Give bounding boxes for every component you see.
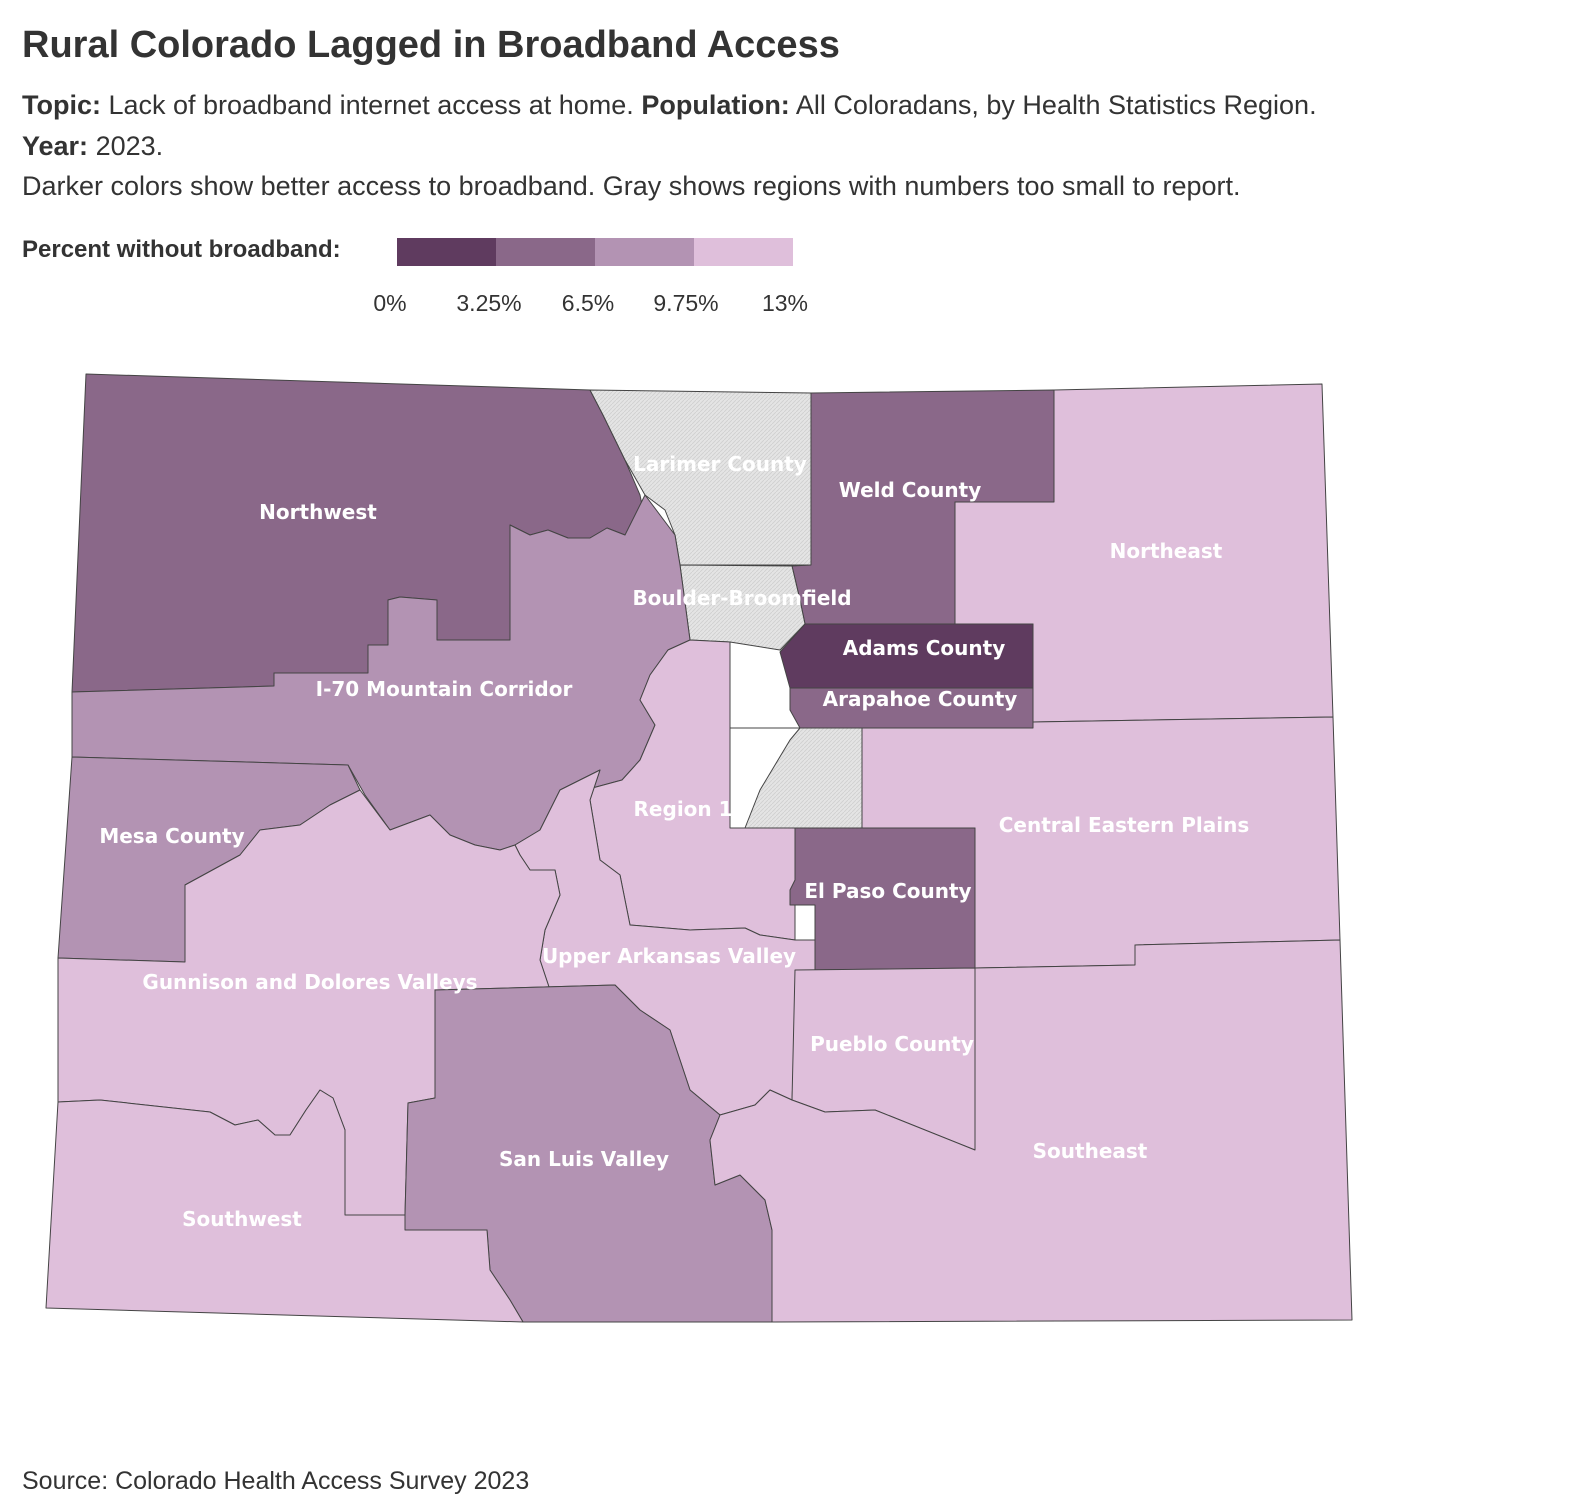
region-label-southwest: Southwest bbox=[182, 1207, 302, 1231]
legend-title: Percent without broadband: bbox=[22, 236, 341, 263]
region-label-el-paso-county: El Paso County bbox=[804, 879, 971, 903]
region-label-upper-arkansas-valley: Upper Arkansas Valley bbox=[542, 944, 796, 968]
legend-swatch-0 bbox=[397, 238, 496, 266]
region-label-northeast: Northeast bbox=[1110, 539, 1223, 563]
region-label-mesa-county: Mesa County bbox=[99, 824, 244, 848]
region-southwest[interactable] bbox=[45, 1089, 524, 1323]
legend-tick-1: 3.25% bbox=[456, 290, 522, 316]
region-label-pueblo-county: Pueblo County bbox=[810, 1032, 974, 1056]
source-note: Source: Colorado Health Access Survey 20… bbox=[22, 1467, 530, 1495]
legend-tick-2: 6.5% bbox=[561, 290, 615, 316]
region-label-adams-county: Adams County bbox=[843, 636, 1006, 660]
year-text: 2023. bbox=[88, 131, 164, 161]
suppressed-area-1 bbox=[729, 727, 863, 829]
region-label-northwest: Northwest bbox=[259, 500, 377, 524]
year-label: Year: bbox=[22, 131, 89, 161]
legend-color-scale bbox=[397, 238, 793, 266]
subtitle-topic-line: Topic: Lack of broadband internet access… bbox=[22, 90, 1317, 121]
region-label-gunnison-and-dolores-valleys: Gunnison and Dolores Valleys bbox=[142, 970, 477, 994]
region-label-boulder-broomfield: Boulder-Broomfield bbox=[632, 586, 851, 610]
legend-tick-3: 9.75% bbox=[653, 290, 719, 316]
region-label-i-70-mountain-corridor: I-70 Mountain Corridor bbox=[316, 677, 573, 701]
region-label-weld-county: Weld County bbox=[839, 478, 982, 502]
subtitle-year-line: Year: 2023. bbox=[22, 131, 163, 162]
population-label: Population: bbox=[641, 90, 790, 120]
region-label-central-eastern-plains: Central Eastern Plains bbox=[999, 813, 1249, 837]
legend-swatch-1 bbox=[496, 238, 595, 266]
region-label-san-luis-valley: San Luis Valley bbox=[499, 1147, 669, 1171]
topic-text: Lack of broadband internet access at hom… bbox=[100, 90, 642, 120]
chart-title: Rural Colorado Lagged in Broadband Acces… bbox=[22, 24, 840, 66]
legend-tick-4: 13% bbox=[761, 290, 809, 316]
subtitle-note: Darker colors show better access to broa… bbox=[22, 171, 1241, 201]
region-label-southeast: Southeast bbox=[1033, 1139, 1148, 1163]
region-label-arapahoe-county: Arapahoe County bbox=[823, 687, 1018, 711]
legend-tick-0: 0% bbox=[373, 290, 407, 316]
population-text: All Coloradans, by Health Statistics Reg… bbox=[789, 90, 1317, 120]
region-el-paso-county[interactable] bbox=[789, 827, 976, 971]
topic-label: Topic: bbox=[22, 90, 101, 120]
legend-swatch-2 bbox=[595, 238, 694, 266]
region-label-region-17: Region 17 bbox=[634, 797, 747, 821]
region-southeast[interactable] bbox=[709, 939, 1353, 1323]
region-label-larimer-county: Larimer County bbox=[633, 452, 807, 476]
legend-swatch-3 bbox=[694, 238, 793, 266]
